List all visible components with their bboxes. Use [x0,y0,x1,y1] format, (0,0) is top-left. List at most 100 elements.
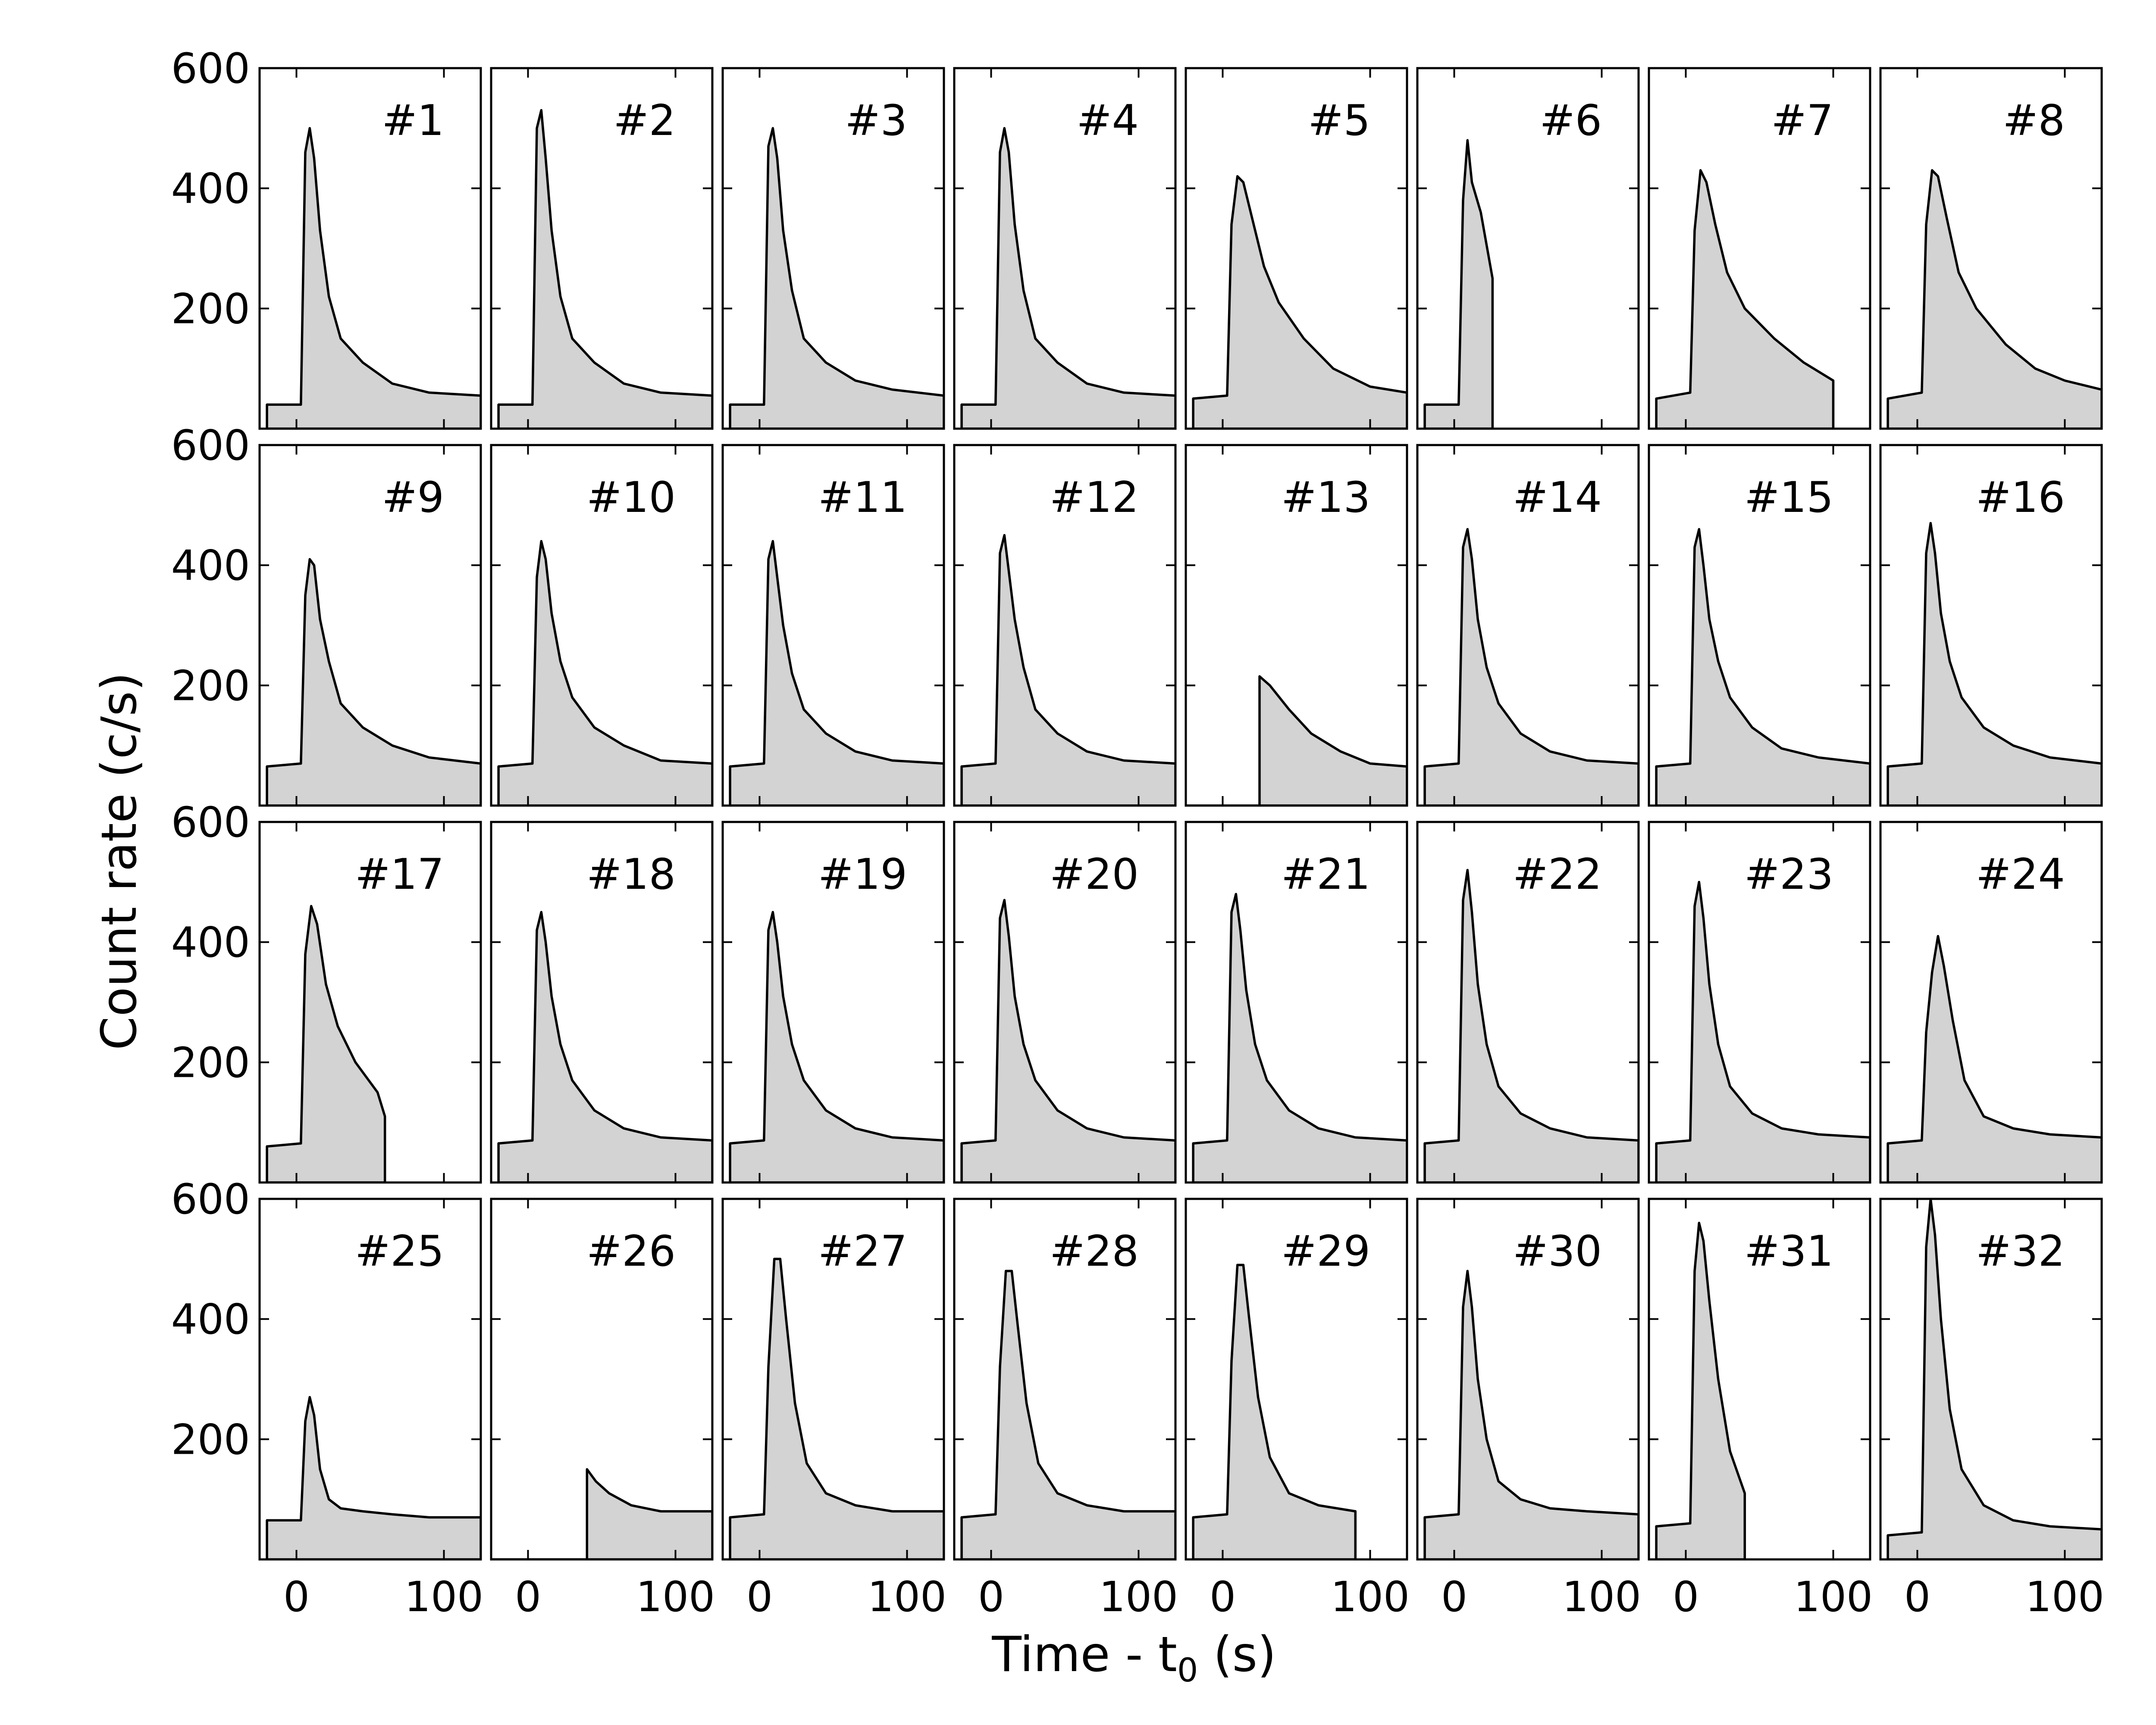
panel-30: #30 0 100 [1416,1198,1641,1621]
light-curve-3 [729,127,944,429]
x-tick-label: 0 [283,1573,310,1621]
panel-label: #21 [1281,850,1370,899]
panel-frame [1879,1198,2103,1561]
y-tick-label: 400 [171,1295,250,1344]
panel-21: #21 [1185,821,1408,1184]
panel-label: #24 [1976,850,2065,899]
panel-label: #27 [818,1227,907,1276]
x-axis-label: Time - t0 (s) [991,1627,1276,1689]
light-curve-28 [960,1270,1175,1559]
light-curve-6 [1423,139,1494,429]
panel-frame [721,1198,945,1561]
light-curve-30 [1423,1270,1639,1559]
panel-frame [953,1198,1177,1561]
panel-23: #23 [1648,821,1871,1184]
panel-frame [490,444,714,807]
y-tick-label: 600 [171,44,250,93]
x-tick-label: 0 [978,1573,1004,1621]
panel-frame [1648,67,1871,430]
panel-label: #4 [1077,96,1139,145]
panel-label: #8 [2003,96,2065,145]
panel-frame [1185,1198,1408,1561]
panel-label: #20 [1050,850,1139,899]
y-tick-label: 600 [171,421,250,470]
panel-31: #31 0 100 [1648,1198,1873,1621]
panel-frame [258,1198,482,1561]
panel-5: #5 [1185,67,1408,430]
panel-label: #5 [1308,96,1370,145]
light-curve-24 [1887,935,2102,1182]
x-tick-label: 100 [2025,1573,2104,1621]
panel-11: #11 [721,444,945,807]
x-tick-label: 100 [1562,1573,1641,1621]
y-tick-label: 600 [171,798,250,847]
x-tick-label: 0 [1904,1573,1930,1621]
y-tick-label: 200 [171,285,250,333]
panel-label: #22 [1513,850,1602,899]
x-tick-label: 0 [515,1573,541,1621]
panel-frame [1416,444,1640,807]
panel-label: #15 [1744,473,1833,522]
light-curve-8 [1887,169,2102,429]
panel-frame [953,821,1177,1184]
panel-18: #18 [490,821,714,1184]
panel-label: #30 [1513,1227,1602,1276]
light-curve-15 [1655,528,1870,806]
panel-29: #29 0 100 [1185,1198,1410,1621]
x-tick-label: 0 [1441,1573,1467,1621]
y-tick-label: 400 [171,919,250,967]
panel-label: #29 [1281,1227,1370,1276]
panel-label: #31 [1744,1227,1833,1276]
y-tick-label: 400 [171,165,250,213]
panel-10: #10 [490,444,714,807]
panel-label: #12 [1050,473,1139,522]
y-axis-label: Count rate (c/s) [91,672,147,1050]
panel-1: #1 200 400 600 [171,44,482,430]
panel-label: #25 [355,1227,444,1276]
light-curve-25 [266,1396,481,1559]
panel-frame [1879,67,2103,430]
x-tick-label: 100 [868,1573,946,1621]
panel-19: #19 [721,821,945,1184]
panel-frame [1185,67,1408,430]
panel-frame [490,1198,714,1561]
panel-27: #27 0 100 [721,1198,946,1621]
light-curve-23 [1655,881,1870,1182]
panel-3: #3 [721,67,945,430]
light-curve-26 [491,1468,712,1559]
x-axis-label-unit: (s) [1198,1627,1276,1683]
panel-label: #28 [1050,1227,1139,1276]
panel-frame [721,444,945,807]
y-tick-label: 600 [171,1175,250,1223]
y-tick-label: 200 [171,662,250,710]
light-curve-17 [266,905,386,1182]
panel-label: #23 [1744,850,1833,899]
light-curve-10 [497,540,712,806]
panel-16: #16 [1879,444,2103,807]
light-curve-29 [1192,1264,1357,1559]
light-curve-31 [1655,1221,1746,1559]
panel-frame [1416,67,1640,430]
light-curve-20 [960,899,1175,1182]
panel-2: #2 [490,67,714,430]
panel-frame [1185,444,1408,807]
x-tick-label: 100 [1099,1573,1178,1621]
panel-frame [721,67,945,430]
panel-label: #13 [1281,473,1370,522]
panel-frame [953,67,1177,430]
panel-frame [721,821,945,1184]
panel-label: #9 [382,473,444,522]
light-curve-5 [1192,175,1407,429]
light-curve-7 [1655,169,1835,429]
panel-6: #6 [1416,67,1640,430]
panel-label: #26 [586,1227,676,1276]
panel-14: #14 [1416,444,1640,807]
x-tick-label: 100 [636,1573,715,1621]
panel-22: #22 [1416,821,1640,1184]
panel-frame [953,444,1177,807]
x-tick-label: 0 [1673,1573,1699,1621]
light-curve-9 [266,558,481,806]
panel-label: #1 [382,96,444,145]
light-curve-12 [960,534,1175,806]
